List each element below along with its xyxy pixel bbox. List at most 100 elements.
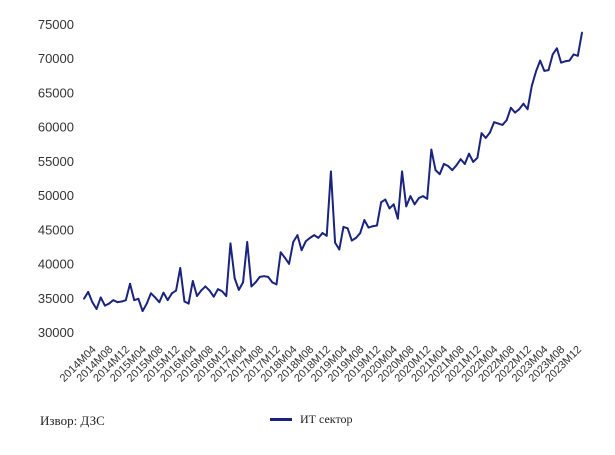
data-point — [442, 163, 445, 165]
y-tick-label: 40000 — [38, 257, 74, 272]
data-point — [292, 241, 295, 243]
data-point — [242, 281, 244, 284]
data-point — [501, 124, 504, 126]
data-point — [99, 296, 102, 299]
data-point — [321, 232, 324, 234]
data-point — [430, 148, 433, 151]
data-point — [313, 234, 316, 237]
data-point — [401, 170, 403, 173]
data-point — [409, 195, 412, 198]
data-point — [547, 69, 550, 72]
legend-label: ИТ сектор — [300, 412, 353, 426]
data-point — [112, 299, 115, 302]
data-point — [434, 169, 437, 172]
data-point — [359, 232, 362, 234]
data-point — [455, 164, 458, 167]
y-tick-label: 70000 — [38, 51, 74, 66]
data-point — [170, 292, 173, 295]
data-point — [258, 275, 261, 278]
data-point — [363, 219, 366, 221]
data-point — [560, 61, 562, 64]
y-axis: 30000 35000 40000 45000 50000 55000 60000 65000… — [38, 17, 74, 340]
data-point — [371, 225, 374, 228]
y-tick-label: 35000 — [38, 291, 74, 306]
data-point — [564, 60, 567, 63]
data-point — [237, 288, 240, 291]
data-point — [581, 31, 583, 34]
data-point — [543, 69, 546, 72]
data-point — [162, 291, 165, 294]
data-point — [355, 236, 357, 239]
data-point — [179, 267, 182, 269]
data-point — [166, 299, 169, 302]
series-layer — [83, 31, 583, 313]
data-point — [104, 304, 106, 307]
data-point — [426, 197, 429, 200]
y-tick-label: 75000 — [38, 17, 74, 32]
data-point — [346, 227, 349, 230]
data-point — [317, 236, 320, 239]
data-point — [342, 226, 345, 228]
data-point — [108, 302, 111, 305]
data-point — [476, 156, 479, 159]
data-point — [204, 285, 207, 288]
data-point — [208, 289, 211, 292]
y-tick-label: 60000 — [38, 120, 74, 135]
data-point — [137, 297, 140, 300]
data-point — [217, 288, 219, 291]
data-point — [279, 251, 282, 254]
y-tick-label: 30000 — [38, 325, 74, 340]
data-point — [384, 198, 387, 201]
data-point — [221, 290, 224, 293]
data-point — [145, 302, 148, 305]
data-point — [229, 242, 232, 245]
data-point — [493, 121, 496, 124]
data-point — [300, 249, 303, 252]
data-point — [200, 289, 203, 292]
data-point — [95, 308, 98, 310]
data-point — [447, 165, 449, 167]
data-point — [572, 53, 575, 56]
data-point — [380, 201, 383, 204]
data-point — [505, 119, 508, 122]
data-point — [124, 299, 127, 302]
data-point — [296, 234, 299, 237]
data-point — [451, 169, 454, 172]
data-point — [158, 301, 161, 304]
data-point — [417, 197, 420, 200]
data-point — [405, 205, 408, 208]
data-point — [150, 292, 152, 295]
data-point — [555, 47, 558, 50]
data-point — [576, 54, 579, 57]
data-point — [514, 111, 516, 114]
data-point — [275, 283, 278, 286]
data-point — [271, 281, 274, 284]
data-point — [551, 53, 554, 56]
data-point — [388, 207, 391, 210]
data-point — [535, 70, 537, 73]
data-point — [183, 300, 186, 303]
y-tick-label: 55000 — [38, 154, 74, 169]
data-point — [250, 285, 253, 288]
data-point — [459, 158, 462, 161]
data-point — [325, 234, 328, 237]
legend: ИТ сектор — [270, 412, 353, 427]
data-point — [509, 106, 512, 109]
data-point — [129, 282, 131, 285]
data-point — [463, 163, 466, 165]
source-note: Извор: ДЗС — [40, 413, 105, 428]
data-point — [175, 289, 177, 292]
data-point — [472, 160, 475, 163]
data-point — [225, 295, 228, 297]
data-point — [246, 241, 249, 243]
data-point — [87, 291, 90, 293]
data-point — [288, 262, 290, 265]
data-point — [392, 203, 395, 206]
y-tick-label: 65000 — [38, 85, 74, 100]
data-point — [83, 297, 85, 300]
data-point — [480, 132, 483, 135]
data-point — [120, 300, 123, 303]
data-point — [254, 281, 257, 284]
data-point — [338, 248, 341, 251]
data-point — [438, 173, 441, 176]
